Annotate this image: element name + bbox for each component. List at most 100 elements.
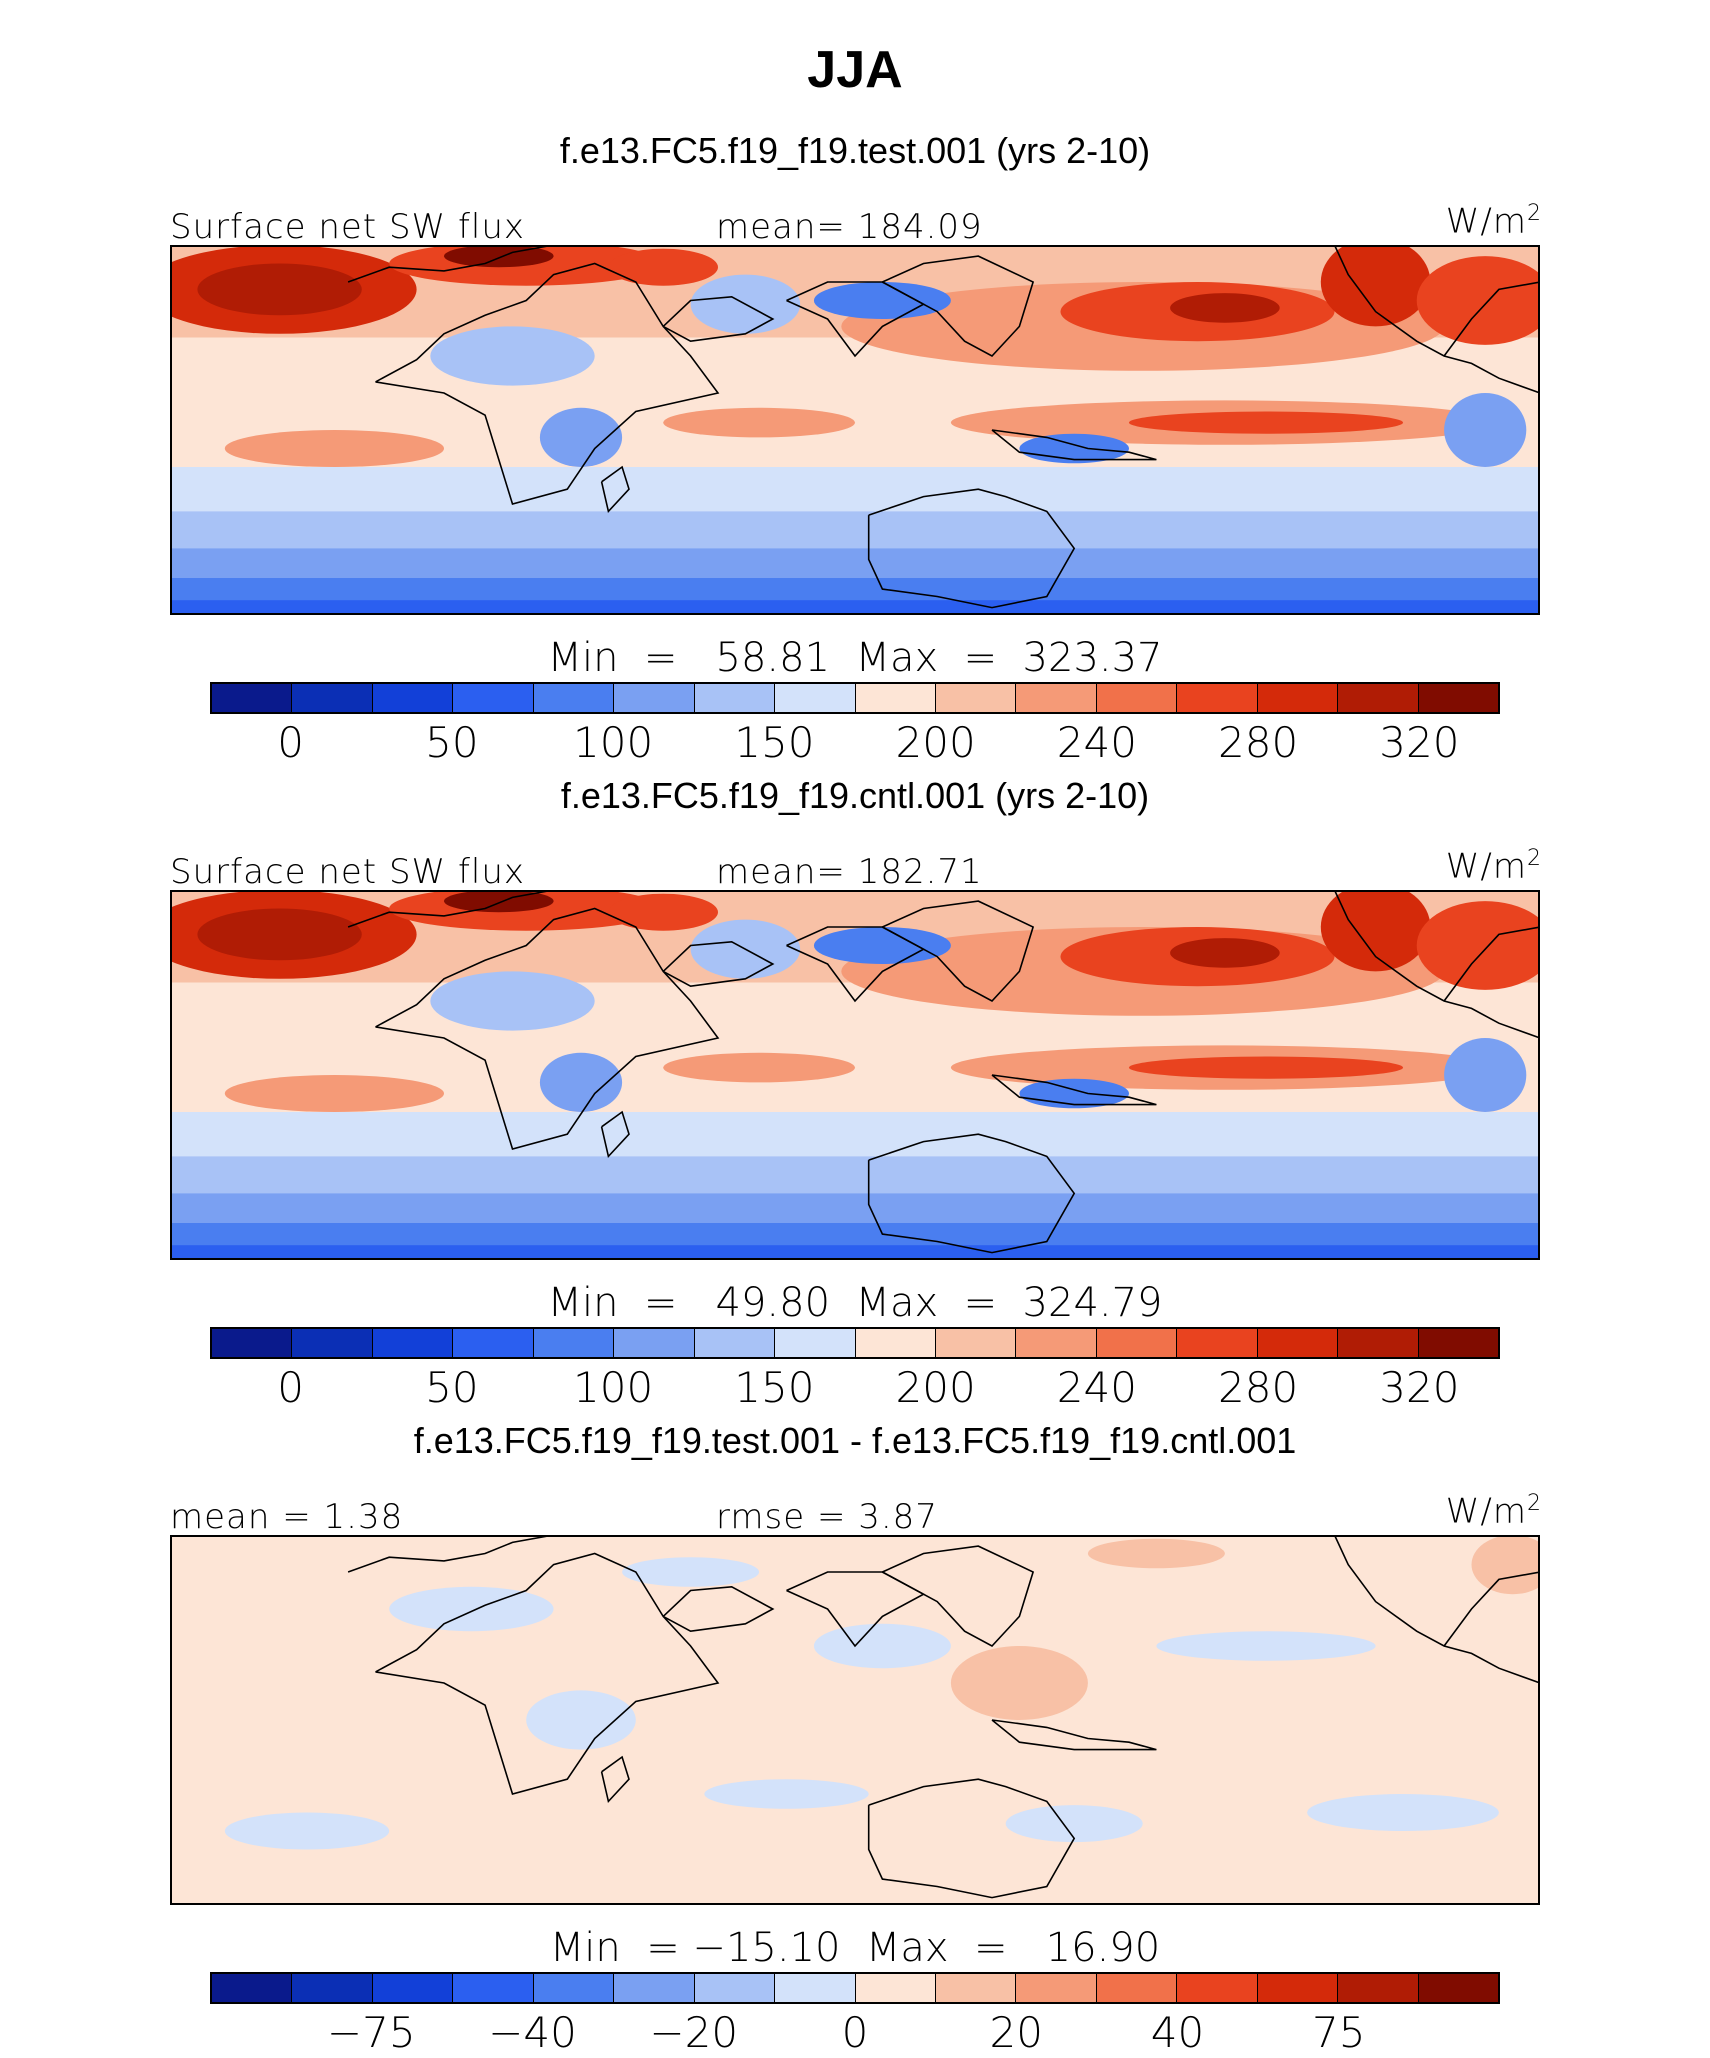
colorbar-tick-label: 150	[734, 718, 815, 767]
colorbar-swatch	[1257, 1329, 1339, 1357]
colorbar-swatch	[453, 684, 534, 712]
coastline	[375, 1552, 720, 1795]
colorbar-swatch	[533, 684, 615, 712]
coastline	[882, 255, 1035, 357]
map-plot	[170, 1535, 1540, 1905]
center-label: mean= 184.09	[716, 207, 983, 247]
coastline	[600, 465, 630, 514]
colorbar-tick-label: 75	[1312, 2008, 1366, 2057]
map-frame	[170, 1535, 1540, 1905]
center-label: mean= 182.71	[716, 852, 983, 892]
colorbar-swatch	[1016, 1974, 1097, 2002]
units-text: W/m	[1445, 846, 1527, 887]
colorbar-tick-label: 240	[1056, 718, 1137, 767]
colorbar-swatch	[775, 1974, 856, 2002]
contour-region	[950, 1646, 1088, 1720]
map-plot	[170, 245, 1540, 615]
min-max-label: Min = −15.10 Max = 16.90	[549, 1925, 1161, 1971]
left-label: mean = 1.38	[170, 1497, 404, 1537]
colorbar-swatch	[1418, 1329, 1498, 1357]
contour-region	[1005, 1805, 1143, 1843]
colorbar-swatch	[614, 684, 695, 712]
coastline	[1333, 1535, 1540, 1684]
colorbar-swatch	[1177, 684, 1258, 712]
contour-region	[663, 407, 855, 438]
colorbar-tick-label: 200	[895, 1363, 976, 1412]
contour-region	[539, 1052, 623, 1112]
contour-region	[1129, 411, 1403, 434]
colorbar-swatch	[775, 1329, 856, 1357]
colorbar-tick-label: −75	[326, 2008, 416, 2057]
contour-region	[1320, 890, 1431, 972]
colorbar-swatch	[212, 1974, 293, 2002]
contour-band	[170, 1535, 1540, 1905]
coastline	[882, 900, 1035, 1002]
contour-region	[526, 1690, 636, 1750]
units-superscript: 2	[1527, 201, 1542, 226]
colorbar-swatch	[855, 1974, 936, 2002]
coastline	[375, 262, 720, 505]
contour-band	[170, 467, 1540, 513]
contour-region	[813, 1623, 951, 1669]
colorbar-swatch	[855, 1329, 936, 1357]
colorbar-swatch	[1338, 684, 1419, 712]
colorbar-tick-label: 240	[1056, 1363, 1137, 1412]
contour-region	[430, 971, 595, 1031]
page-title: JJA	[807, 41, 903, 99]
colorbar-tick-label: −40	[488, 2008, 577, 2057]
contour-region	[224, 1075, 444, 1112]
colorbar-swatch	[1096, 684, 1178, 712]
colorbar-swatch	[453, 1974, 534, 2002]
case-title: f.e13.FC5.f19_f19.cntl.001 (yrs 2-10)	[560, 775, 1150, 816]
colorbar-swatch	[212, 1329, 293, 1357]
contour-band	[170, 1156, 1540, 1195]
colorbar-swatch	[694, 1974, 776, 2002]
contour-band	[170, 1245, 1540, 1260]
coastline	[867, 1133, 1076, 1254]
colorbar-tick-label: 0	[277, 1363, 304, 1412]
colorbar	[210, 682, 1500, 714]
colorbar	[210, 1327, 1500, 1359]
contour-region	[1444, 393, 1527, 467]
contour-region	[813, 927, 951, 964]
coastline	[662, 1585, 775, 1633]
colorbar-swatch	[1016, 684, 1097, 712]
contour-region	[224, 430, 444, 467]
contour-band	[170, 578, 1540, 602]
contour-region	[1416, 256, 1540, 345]
contour-region	[813, 282, 951, 319]
units-superscript: 2	[1527, 846, 1542, 871]
colorbar-swatch	[292, 1974, 373, 2002]
colorbar-tick-label: 200	[895, 718, 976, 767]
units-text: W/m	[1445, 201, 1527, 242]
contour-region	[197, 263, 362, 316]
colorbar-tick-label: 100	[573, 718, 654, 767]
colorbar-swatch	[1257, 684, 1339, 712]
contour-region	[1320, 245, 1431, 327]
coastline	[1443, 281, 1540, 357]
colorbar-tick-label: 0	[277, 718, 304, 767]
coastline	[662, 940, 775, 988]
colorbar-swatch	[935, 1974, 1017, 2002]
map-panel	[170, 890, 1540, 1260]
contour-region	[704, 1779, 869, 1809]
colorbar-swatch	[292, 684, 373, 712]
colorbar-swatch	[1177, 1329, 1258, 1357]
contour-region	[1444, 1038, 1527, 1112]
coastline	[375, 907, 720, 1150]
colorbar-swatch	[212, 684, 293, 712]
colorbar-swatch	[372, 1974, 454, 2002]
colorbar-tick-label: 0	[841, 2008, 869, 2057]
colorbar-swatch	[533, 1974, 615, 2002]
colorbar-tick-labels: 0 50 100 150 200 240 280 320	[210, 718, 1500, 768]
coastline	[347, 890, 554, 928]
colorbar-swatch	[1418, 1974, 1498, 2002]
contour-region	[224, 1812, 390, 1850]
min-max-label: Min = 49.80 Max = 324.79	[547, 1280, 1163, 1326]
units-superscript: 2	[1527, 1491, 1542, 1516]
colorbar-swatch	[1418, 684, 1498, 712]
colorbar-swatch	[1338, 1329, 1419, 1357]
case-title: f.e13.FC5.f19_f19.test.001 - f.e13.FC5.f…	[413, 1420, 1297, 1461]
colorbar-swatch	[533, 1329, 615, 1357]
coastline	[991, 1074, 1157, 1106]
